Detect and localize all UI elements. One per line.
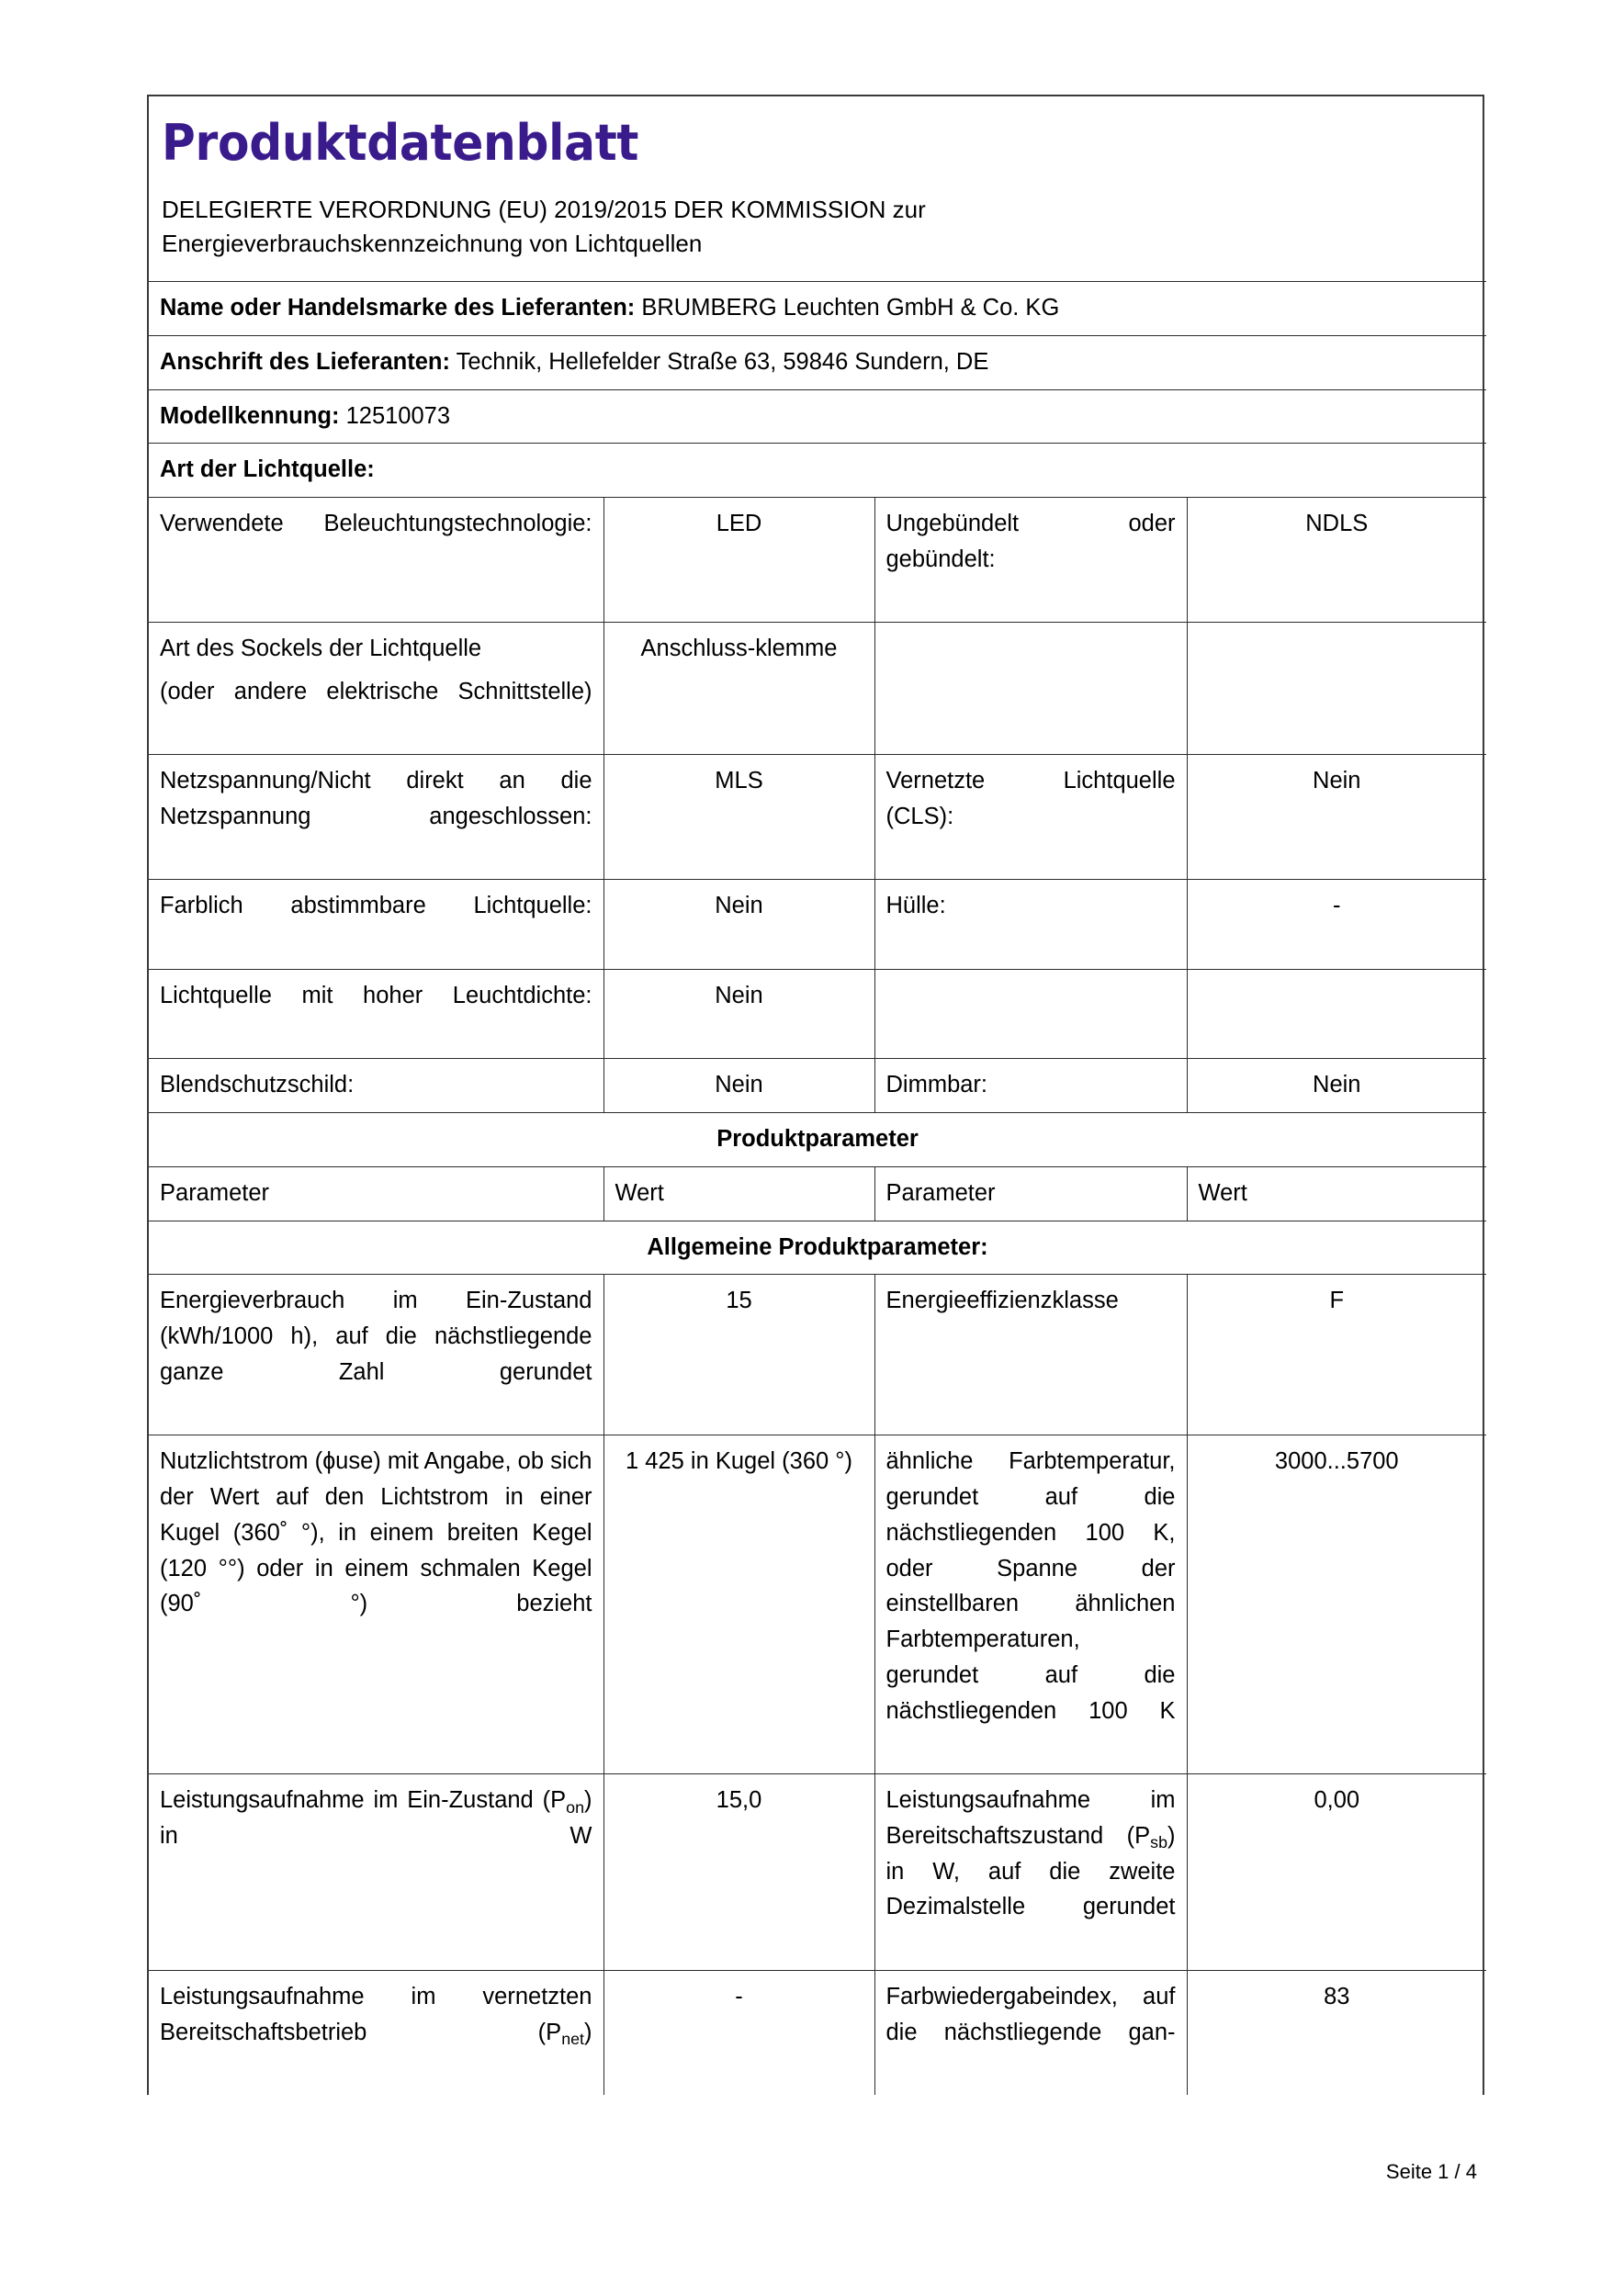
ls-value-1: LED (603, 497, 875, 624)
pp-value-2: 3000...5700 (1186, 1435, 1487, 1775)
pp-value-2: 0,00 (1186, 1773, 1487, 1971)
column-header-parameter-2: Parameter (874, 1165, 1188, 1221)
column-header-row: Parameter Wert Parameter Wert (149, 1165, 1487, 1221)
supplier-address-label: Anschrift des Lieferanten: (160, 348, 450, 375)
pp-value-1: 15,0 (603, 1773, 875, 1971)
supplier-name-value: BRUMBERG Leuchten GmbH & Co. KG (641, 295, 1060, 321)
ls-param-1: Blendschutzschild: (149, 1058, 604, 1114)
table-row: Farblich abstimmbare Lichtquelle: Nein H… (149, 879, 1487, 970)
supplier-name-cell: Name oder Handelsmarke des Lieferanten: … (149, 281, 1487, 336)
ls-param-2: Vernetzte Lichtquelle (CLS): (874, 754, 1188, 881)
pp-value-1: 15 (603, 1274, 875, 1436)
pp-param-2: Leistungsaufnahme im Bereitschaftszustan… (874, 1773, 1188, 1971)
table-row-partial: Leistungsaufnahme im vernetzten Bereitsc… (149, 1969, 1487, 2096)
pp-value-1: 1 425 in Kugel (360 °) (603, 1435, 875, 1775)
regulation-subtitle-line-2: Energieverbrauchskennzeichnung von Licht… (162, 230, 703, 258)
model-label: Modellkennung: (160, 402, 340, 429)
ls-param-2 (874, 968, 1188, 1060)
pp-param-2: Energieeffizienzklasse (874, 1274, 1188, 1436)
pp-param-2: Farbwiedergabeindex, auf die nächstliege… (874, 1969, 1188, 2096)
table-row: Blendschutzschild: Nein Dimmbar: Nein (149, 1058, 1487, 1114)
ls-value-1-text: Anschluss-klemme (640, 636, 838, 662)
supplier-address-row: Anschrift des Lieferanten: Technik, Hell… (149, 334, 1487, 390)
header-cell: Produktdatenblatt DELEGIERTE VERORDNUNG … (149, 96, 1487, 283)
page-footer: Seite 1 / 4 (1385, 2160, 1477, 2183)
light-source-section-cell: Art der Lichtquelle: (149, 443, 1487, 499)
ls-param-2: Dimmbar: (874, 1058, 1188, 1114)
table-row: Energieverbrauch im Ein-Zustand (kWh/100… (149, 1274, 1487, 1436)
pp-param-1: Leistungsaufnahme im vernetzten Bereitsc… (149, 1969, 604, 2096)
ls-value-2: Nein (1186, 754, 1487, 881)
ls-value-2: NDLS (1186, 497, 1487, 624)
column-header-wert-1: Wert (603, 1165, 875, 1221)
table-row: Art des Sockels der Lichtquelle (oder an… (149, 622, 1487, 756)
table-row: Lichtquelle mit hoher Leuchtdichte: Nein (149, 968, 1487, 1060)
pp-param-1-post: ) in W (160, 1787, 592, 1849)
product-parameters-section-row: Produktparameter (149, 1112, 1487, 1167)
ls-param-1: Farblich abstimmbare Lichtquelle: (149, 879, 604, 970)
pp-value-2: F (1186, 1274, 1487, 1436)
column-header-parameter-1: Parameter (149, 1165, 604, 1221)
pp-param-1-post: ) (584, 2019, 592, 2045)
pp-param-1-subscript: net (561, 2030, 584, 2049)
pp-param-1: Leistungsaufnahme im Ein-Zustand (Pon) i… (149, 1773, 604, 1971)
ls-param-2 (874, 622, 1188, 756)
pp-param-2: ähnliche Farbtemperatur, gerundet auf di… (874, 1435, 1188, 1775)
supplier-address-value: Technik, Hellefelder Straße 63, 59846 Su… (456, 348, 989, 375)
ls-value-1: MLS (603, 754, 875, 881)
column-header-wert-2: Wert (1186, 1165, 1487, 1221)
ls-param-1-line-1: Art des Sockels der Lichtquelle (160, 636, 482, 662)
ls-param-1: Netzspannung/Nicht direkt an die Netzspa… (149, 754, 604, 881)
ls-param-2: Ungebündelt oder gebündelt: (874, 497, 1188, 624)
table-row: Verwendete Beleuchtungstechnologie: LED … (149, 497, 1487, 624)
light-source-section-row: Art der Lichtquelle: (149, 443, 1487, 499)
pp-param-1: Nutzlichtstrom (ɸuse) mit Angabe, ob sic… (149, 1435, 604, 1775)
ls-param-1-line-2: (oder andere elektrische Schnittstelle) (160, 678, 592, 704)
ls-value-1: Anschluss-klemme (603, 622, 875, 756)
regulation-subtitle-line-1: DELEGIERTE VERORDNUNG (EU) 2019/2015 DER… (162, 196, 926, 224)
pp-param-1-pre: Leistungsaufnahme im Ein-Zustand (P (160, 1787, 567, 1814)
table-row: Leistungsaufnahme im Ein-Zustand (Pon) i… (149, 1773, 1487, 1971)
model-row: Modellkennung: 12510073 (149, 388, 1487, 445)
ls-param-1: Lichtquelle mit hoher Leuchtdichte: (149, 968, 604, 1060)
pp-param-2-subscript: sb (1150, 1833, 1167, 1852)
supplier-name-label: Name oder Handelsmarke des Lieferanten: (160, 295, 636, 321)
ls-value-2: - (1186, 879, 1487, 970)
pp-param-1-pre: Leistungsaufnahme im vernetzten Bereitsc… (160, 1983, 592, 2045)
pp-param-1-subscript: on (566, 1797, 584, 1817)
supplier-address-cell: Anschrift des Lieferanten: Technik, Hell… (149, 334, 1487, 390)
regulation-subtitle: DELEGIERTE VERORDNUNG (EU) 2019/2015 DER… (162, 193, 1473, 261)
table-row: Nutzlichtstrom (ɸuse) mit Angabe, ob sic… (149, 1435, 1487, 1775)
pp-param-2-post: ) in W, auf die zweite Dezimalstelle ger… (885, 1822, 1176, 1920)
general-parameters-section-row: Allgemeine Produktparameter: (149, 1220, 1487, 1276)
pp-value-2: 83 (1186, 1969, 1487, 2096)
ls-param-1: Art des Sockels der Lichtquelle (oder an… (149, 622, 604, 756)
ls-value-1: Nein (603, 879, 875, 970)
ls-value-1: Nein (603, 1058, 875, 1114)
product-parameters-section-title: Produktparameter (149, 1112, 1487, 1167)
ls-param-2: Hülle: (874, 879, 1188, 970)
ls-value-2 (1186, 622, 1487, 756)
model-value: 12510073 (345, 402, 451, 429)
ls-value-1: Nein (603, 968, 875, 1060)
pp-param-2-pre: Leistungsaufnahme im Bereitschaftszustan… (885, 1787, 1176, 1849)
ls-value-2 (1186, 968, 1487, 1060)
table-row: Netzspannung/Nicht direkt an die Netzspa… (149, 754, 1487, 881)
pp-value-1: - (603, 1969, 875, 2096)
model-cell: Modellkennung: 12510073 (149, 388, 1487, 445)
header-row: Produktdatenblatt DELEGIERTE VERORDNUNG … (149, 96, 1487, 283)
ls-param-1: Verwendete Beleuchtungstechnologie: (149, 497, 604, 624)
product-datasheet-table: Produktdatenblatt DELEGIERTE VERORDNUNG … (147, 95, 1487, 2096)
light-source-section-title: Art der Lichtquelle: (160, 456, 375, 483)
pp-param-1: Energieverbrauch im Ein-Zustand (kWh/100… (149, 1274, 604, 1436)
ls-value-2: Nein (1186, 1058, 1487, 1114)
general-parameters-section-title: Allgemeine Produktparameter: (149, 1220, 1487, 1276)
supplier-name-row: Name oder Handelsmarke des Lieferanten: … (149, 281, 1487, 336)
page-title: Produktdatenblatt (162, 114, 639, 172)
